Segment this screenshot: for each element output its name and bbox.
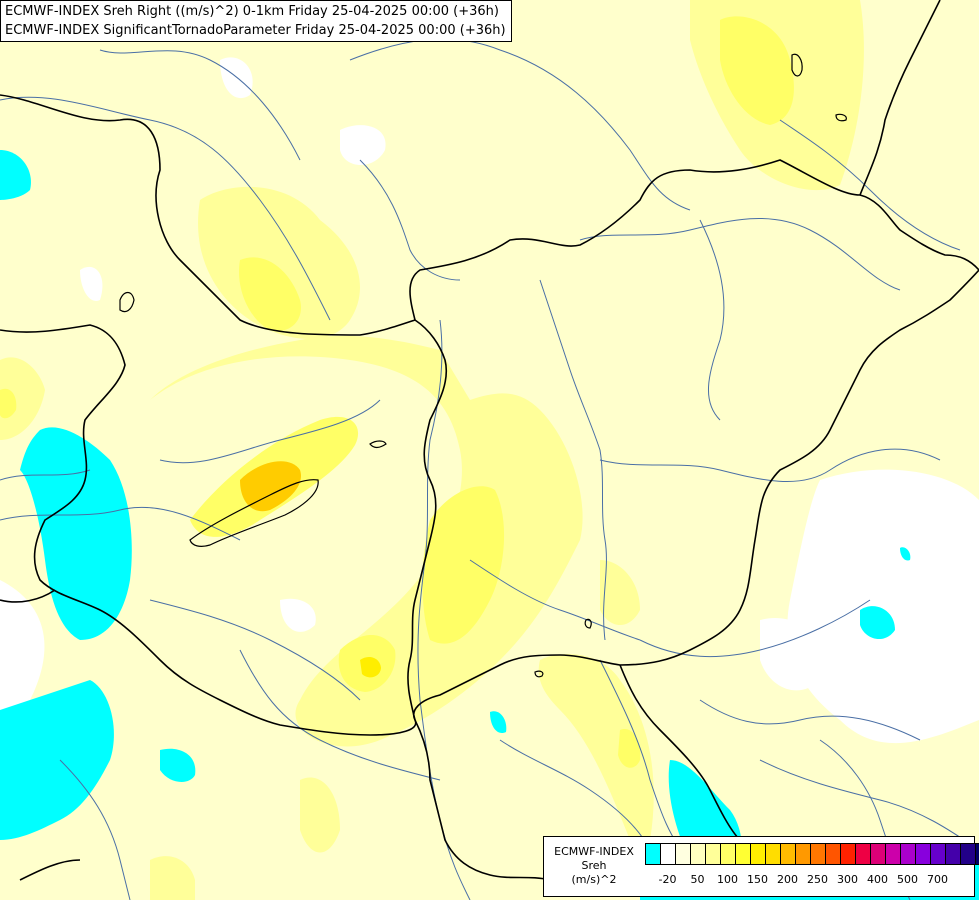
- orange-regions: [240, 461, 381, 678]
- legend-swatch: [645, 843, 661, 865]
- legend-swatch: [945, 843, 961, 865]
- legend-tick-label: 150: [747, 873, 768, 886]
- legend-swatch: [930, 843, 946, 865]
- legend-tick-label: -20: [658, 873, 677, 886]
- legend-variable-name: Sreh: [581, 859, 607, 872]
- legend-swatch: [735, 843, 751, 865]
- legend-swatch: [975, 843, 979, 865]
- legend-swatch: [855, 843, 871, 865]
- legend-tick-label: 200: [777, 873, 798, 886]
- legend-swatch: [660, 843, 676, 865]
- legend-model-name: ECMWF-INDEX: [554, 845, 634, 858]
- legend-color-bar: [645, 843, 979, 865]
- legend-swatch: [765, 843, 781, 865]
- legend-swatch: [705, 843, 721, 865]
- yellow-regions: [0, 16, 794, 768]
- legend-swatch: [675, 843, 691, 865]
- legend-swatch: [750, 843, 766, 865]
- legend-swatch: [870, 843, 886, 865]
- legend-swatch: [825, 843, 841, 865]
- legend-swatch: [690, 843, 706, 865]
- map-title-box: ECMWF-INDEX Sreh Right ((m/s)^2) 0-1km F…: [0, 0, 512, 42]
- legend-swatch: [810, 843, 826, 865]
- legend-tick-label: 700: [927, 873, 948, 886]
- legend-tick-label: 500: [897, 873, 918, 886]
- legend-swatch: [885, 843, 901, 865]
- legend-swatch: [780, 843, 796, 865]
- white-regions: [0, 57, 979, 900]
- legend-box: ECMWF-INDEX Sreh (m/s)^2 -20 50 100 150 200 2…: [543, 836, 979, 897]
- legend-swatch: [960, 843, 976, 865]
- legend-swatch: [720, 843, 736, 865]
- legend-tick-label: 50: [690, 873, 705, 886]
- legend-tick-label: 100: [717, 873, 738, 886]
- legend-swatch: [795, 843, 811, 865]
- legend-label: ECMWF-INDEX Sreh (m/s)^2: [546, 845, 642, 887]
- legend-tick-labels: -20 50 100 150 200 250 300 400 500 700: [645, 873, 975, 889]
- legend-swatch: [840, 843, 856, 865]
- legend-swatch: [900, 843, 916, 865]
- map-title-line-1: ECMWF-INDEX Sreh Right ((m/s)^2) 0-1km F…: [5, 4, 499, 19]
- legend-tick-label: 250: [807, 873, 828, 886]
- legend-unit: (m/s)^2: [571, 873, 617, 886]
- lake-outlines: [119, 53, 847, 678]
- map-title-line-2: ECMWF-INDEX SignificantTornadoParameter …: [5, 23, 506, 38]
- country-borders: [0, 0, 979, 881]
- legend-tick-label: 400: [867, 873, 888, 886]
- legend-swatch: [915, 843, 931, 865]
- legend-tick-label: 300: [837, 873, 858, 886]
